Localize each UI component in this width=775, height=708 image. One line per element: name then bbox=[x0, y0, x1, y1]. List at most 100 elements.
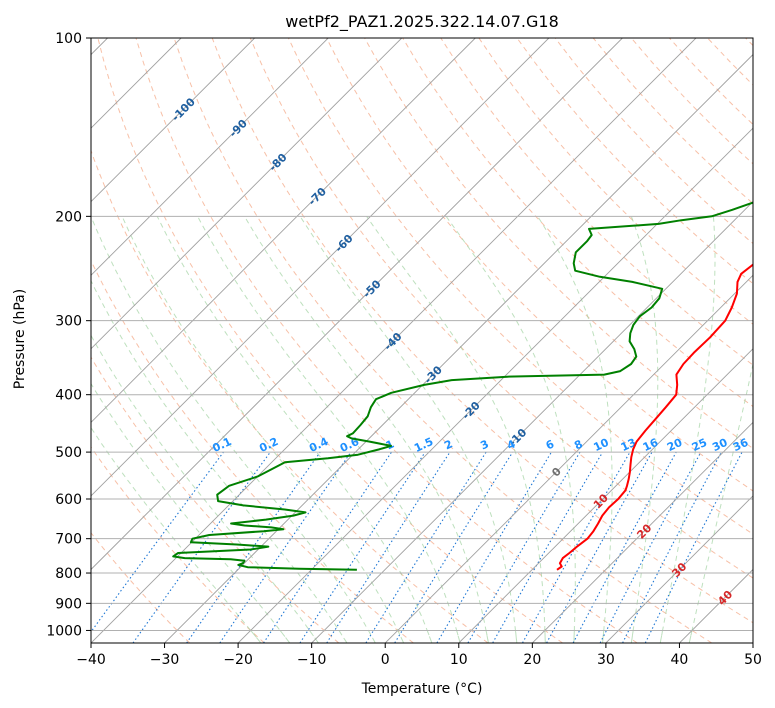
mixing-ratio-labels: 0.1 0.2 0.4 0.6 1 1.5 2 3 4 6 8 10 13 16 20 25 30 36 bbox=[210, 435, 750, 455]
y-axis-label: Pressure (hPa) bbox=[12, 289, 28, 389]
mixing-ratio-label: 20 bbox=[665, 436, 685, 454]
moist-adiabat-line bbox=[630, 216, 659, 643]
mixing-ratio-line bbox=[522, 451, 631, 643]
x-axis-ticks: −40 −30 −20 −10 0 10 20 30 40 50 bbox=[76, 643, 762, 668]
y-tick-label: 800 bbox=[55, 566, 82, 582]
mixing-ratio-line bbox=[365, 451, 487, 643]
x-tick-label: 40 bbox=[671, 652, 689, 668]
y-tick-label: 1000 bbox=[46, 623, 82, 639]
y-tick-label: 400 bbox=[55, 388, 82, 404]
profiles bbox=[172, 201, 753, 571]
isotherm-line bbox=[605, 495, 753, 643]
mixing-ratio-line bbox=[644, 451, 743, 643]
moist-adiabat-line bbox=[366, 216, 546, 643]
y-tick-label: 300 bbox=[55, 314, 82, 330]
mixing-ratio-line bbox=[132, 451, 271, 643]
x-tick-label: 10 bbox=[450, 652, 468, 668]
mixing-ratio-label: 16 bbox=[641, 436, 661, 454]
moist-adiabat-line bbox=[91, 216, 376, 643]
x-axis-label: Temperature (°C) bbox=[361, 681, 483, 697]
isotherm-label: 40 bbox=[715, 588, 735, 608]
x-tick-label: 30 bbox=[597, 652, 615, 668]
moist-adiabat-line bbox=[688, 361, 753, 643]
background-lines bbox=[91, 38, 753, 643]
mixing-ratio-line bbox=[436, 451, 552, 643]
pressure-grid bbox=[91, 38, 753, 631]
mixing-ratio-line bbox=[91, 451, 224, 633]
x-tick-label: 0 bbox=[381, 652, 390, 668]
isotherm-line bbox=[91, 38, 476, 423]
isotherm-line bbox=[311, 201, 753, 643]
dewpoint-profile-line bbox=[172, 201, 753, 571]
mixing-ratio-line bbox=[219, 451, 352, 643]
moist-adiabat-line bbox=[537, 216, 613, 643]
dry-adiabat-line bbox=[516, 38, 753, 285]
mixing-ratio-label: 25 bbox=[690, 436, 709, 454]
dry-adiabat-line bbox=[440, 38, 753, 366]
moist-adiabat-line bbox=[91, 426, 262, 643]
x-tick-label: 50 bbox=[744, 652, 762, 668]
isotherm-label: -60 bbox=[332, 232, 355, 255]
mixing-ratio-line bbox=[186, 451, 321, 643]
dry-adiabat-line bbox=[592, 38, 753, 205]
mixing-ratio-line bbox=[599, 451, 702, 643]
moist-adiabat-line bbox=[91, 382, 291, 643]
dry-adiabat-line bbox=[402, 38, 753, 408]
isotherm-line bbox=[532, 421, 753, 643]
isotherm-label: -40 bbox=[381, 330, 404, 353]
y-tick-label: 200 bbox=[55, 209, 82, 225]
x-tick-label: −20 bbox=[223, 652, 253, 668]
isotherm-label: -80 bbox=[266, 151, 289, 174]
mixing-ratio-label: 10 bbox=[592, 436, 612, 454]
x-tick-label: −10 bbox=[297, 652, 327, 668]
mixing-ratio-line bbox=[263, 451, 392, 643]
mixing-ratio-label: 30 bbox=[710, 436, 730, 454]
isotherm-label: -70 bbox=[306, 185, 329, 208]
plot-frame bbox=[90, 37, 754, 644]
dry-adiabat-line bbox=[97, 38, 563, 643]
y-tick-label: 100 bbox=[55, 31, 82, 47]
chart-title: wetPf2_PAZ1.2025.322.14.07.G18 bbox=[285, 12, 559, 32]
y-tick-label: 600 bbox=[55, 492, 82, 508]
isotherm-line bbox=[458, 348, 753, 643]
isotherm-line bbox=[91, 38, 403, 350]
mixing-ratio-label: 6 bbox=[544, 437, 557, 452]
moist-adiabat-line bbox=[244, 216, 489, 643]
isotherm-line bbox=[384, 274, 753, 643]
mixing-ratio-line bbox=[299, 451, 426, 643]
isotherm-line bbox=[91, 38, 550, 497]
isotherm-line bbox=[752, 642, 753, 643]
mixing-ratio-label: 3 bbox=[478, 437, 490, 452]
moist-adiabat-line bbox=[445, 216, 576, 643]
isotherm-line bbox=[91, 38, 255, 203]
mixing-ratio-line bbox=[467, 451, 581, 643]
dry-adiabat-line bbox=[554, 38, 753, 245]
mixing-ratio-label: 2 bbox=[442, 437, 454, 452]
mixing-ratio-label: 36 bbox=[731, 436, 751, 454]
isotherm-label: 0 bbox=[549, 465, 564, 480]
isotherm-line bbox=[164, 53, 753, 643]
isotherm-label: -90 bbox=[227, 117, 250, 140]
mixing-ratio-line bbox=[326, 451, 451, 643]
isotherm-line bbox=[679, 568, 753, 643]
moist-adiabat-line bbox=[121, 216, 405, 643]
dry-adiabat-line bbox=[249, 38, 753, 579]
x-tick-label: −30 bbox=[150, 652, 180, 668]
mixing-ratio-line bbox=[572, 451, 677, 643]
isotherm-line bbox=[237, 127, 753, 643]
moist-adiabat-line bbox=[659, 216, 716, 643]
dry-adiabat-line bbox=[707, 38, 753, 86]
moist-adiabat-line bbox=[91, 279, 348, 643]
isotherm-line bbox=[91, 38, 329, 276]
dry-adiabat-line bbox=[91, 259, 414, 643]
y-tick-label: 900 bbox=[55, 596, 82, 612]
temperature-profile-line bbox=[556, 263, 753, 571]
y-tick-label: 700 bbox=[55, 532, 82, 548]
dry-adiabat-line bbox=[91, 149, 489, 643]
moist-adiabat-line bbox=[197, 216, 461, 643]
isotherm-label: -100 bbox=[169, 95, 198, 124]
mixing-ratio-line bbox=[394, 451, 514, 643]
dry-adiabat-line bbox=[745, 38, 753, 47]
x-tick-label: −40 bbox=[76, 652, 106, 668]
